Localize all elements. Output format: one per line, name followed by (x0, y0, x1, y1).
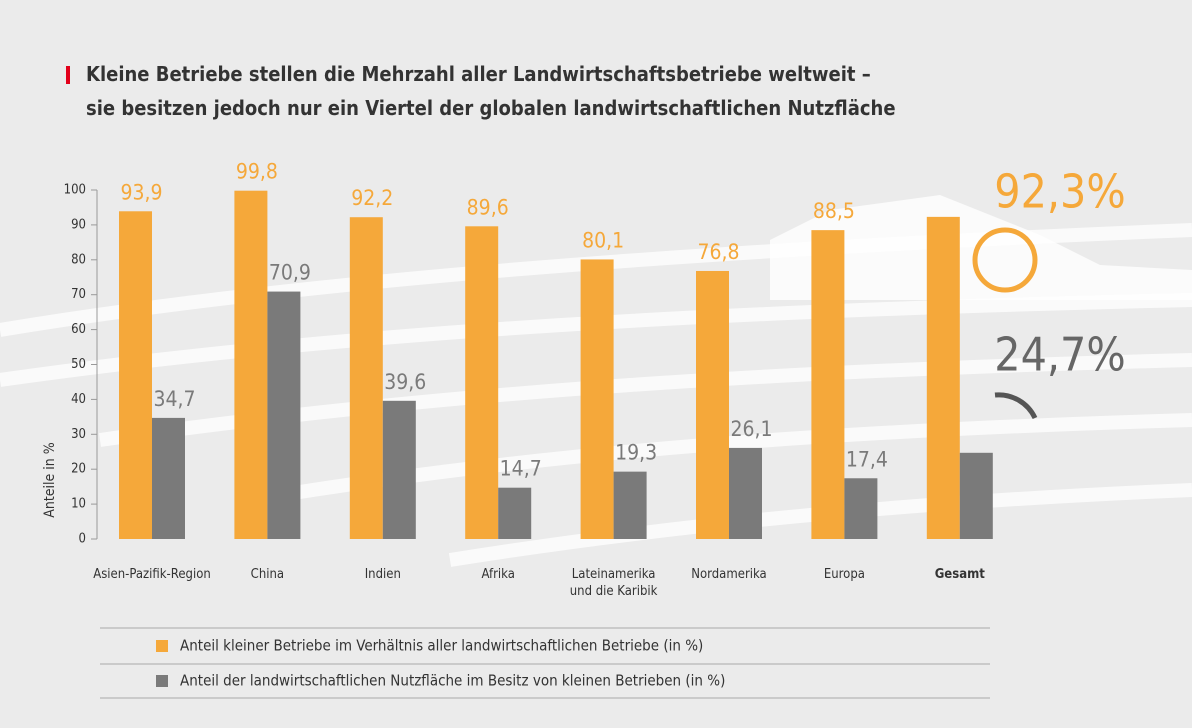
x-tick-label: Europa (823, 567, 865, 582)
value-label: 70,9 (269, 261, 311, 285)
bar (465, 226, 499, 539)
y-tick-label: 90 (71, 217, 86, 232)
value-label: 92,2 (351, 186, 393, 210)
bar (696, 270, 729, 539)
bar (811, 230, 845, 539)
value-label: 34,7 (153, 387, 195, 411)
y-tick-label: 70 (71, 287, 86, 302)
value-label: 19,3 (615, 441, 657, 465)
legend-label: Anteil kleiner Betriebe im Verhältnis al… (180, 637, 703, 655)
x-tick-label: Asien-Pazifik-Region (93, 567, 211, 582)
bar (729, 447, 762, 539)
y-tick-label: 0 (79, 532, 86, 547)
bar (959, 452, 993, 539)
value-label: 99,8 (236, 160, 278, 184)
total-label: 24,7% (994, 328, 1125, 382)
y-tick-label: 40 (71, 392, 86, 407)
barn-silhouette (770, 195, 1192, 300)
legend-label: Anteil der landwirtschaftlichen Nutzfläc… (180, 672, 725, 690)
bar (613, 471, 647, 539)
value-label: 80,1 (582, 228, 624, 252)
y-tick-label: 30 (71, 427, 86, 442)
y-axis-label: Anteile in % (42, 442, 58, 518)
y-tick-label: 20 (71, 462, 86, 477)
value-label: 89,6 (467, 195, 509, 219)
value-label: 88,5 (813, 199, 855, 223)
tower-icon (972, 227, 1038, 293)
legend-swatch (156, 640, 168, 652)
value-label: 14,7 (500, 457, 542, 481)
x-tick-label: China (250, 567, 285, 582)
x-tick-label: Lateinamerika und die Karibik (569, 567, 658, 599)
value-label: 76,8 (697, 240, 739, 264)
bar (926, 216, 960, 540)
bar (844, 478, 878, 539)
bar (267, 291, 301, 539)
bar (119, 211, 152, 539)
bar (382, 400, 416, 539)
y-tick-label: 60 (71, 322, 86, 337)
x-tick-label: Afrika (481, 567, 515, 582)
y-tick-label: 80 (71, 252, 86, 267)
total-label: 92,3% (994, 165, 1125, 219)
chart-subtitle: sie besitzen jedoch nur ein Viertel der … (86, 96, 896, 120)
field-icon (994, 392, 1038, 420)
value-label: 93,9 (120, 180, 162, 204)
bar (234, 190, 268, 539)
x-tick-label: Nordamerika (691, 567, 767, 582)
y-tick-label: 10 (71, 497, 86, 512)
title-marker (66, 66, 70, 84)
value-label: 26,1 (730, 417, 772, 441)
chart-title: Kleine Betriebe stellen die Mehrzahl all… (86, 62, 871, 86)
legend-swatch (156, 675, 168, 687)
y-tick-label: 100 (64, 183, 86, 198)
value-label: 17,4 (846, 447, 888, 471)
value-label: 39,6 (384, 370, 426, 394)
y-tick-label: 50 (71, 357, 86, 372)
bar (349, 217, 383, 540)
bar (498, 487, 532, 539)
bar (580, 259, 614, 539)
bar (152, 417, 185, 539)
x-tick-label: Indien (364, 567, 401, 582)
x-tick-label: Gesamt (934, 567, 985, 582)
